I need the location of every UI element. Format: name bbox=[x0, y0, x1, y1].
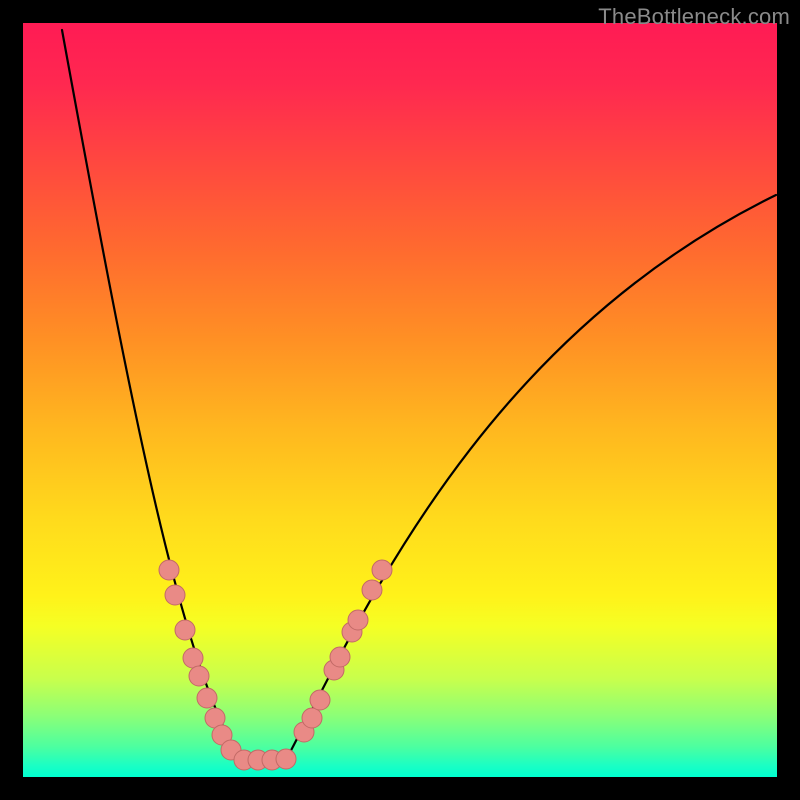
watermark-text: TheBottleneck.com bbox=[598, 4, 790, 30]
curve-marker bbox=[330, 647, 350, 667]
curve-marker bbox=[189, 666, 209, 686]
curve-marker bbox=[362, 580, 382, 600]
curve-marker bbox=[197, 688, 217, 708]
curve-marker bbox=[165, 585, 185, 605]
bottleneck-curve-markers bbox=[0, 0, 800, 800]
curve-marker bbox=[175, 620, 195, 640]
chart-frame: TheBottleneck.com bbox=[0, 0, 800, 800]
curve-marker bbox=[159, 560, 179, 580]
curve-marker bbox=[183, 648, 203, 668]
curve-marker bbox=[276, 749, 296, 769]
curve-marker bbox=[372, 560, 392, 580]
curve-marker bbox=[310, 690, 330, 710]
curve-marker bbox=[348, 610, 368, 630]
curve-marker bbox=[302, 708, 322, 728]
